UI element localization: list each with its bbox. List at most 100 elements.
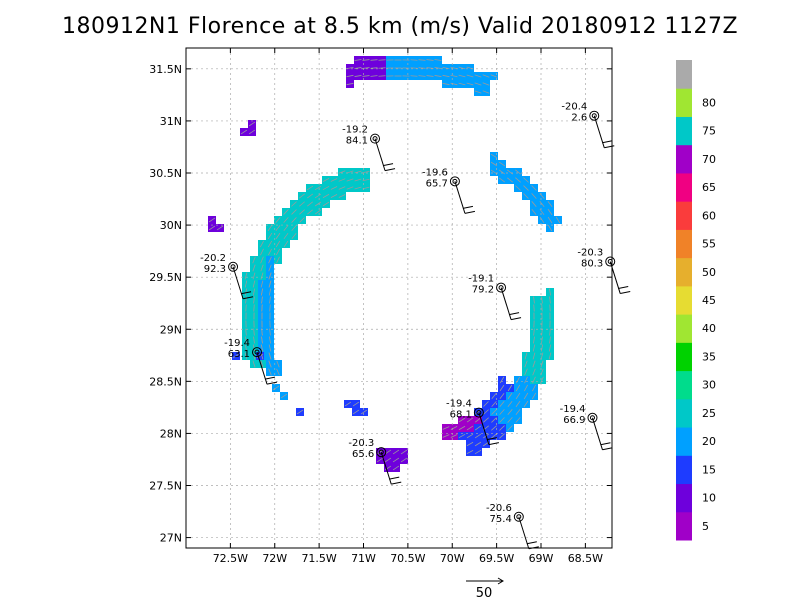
wind-arrow — [346, 74, 354, 78]
wind-arrow — [299, 201, 305, 207]
wind-arrow — [434, 59, 442, 61]
wind-arrow — [555, 216, 561, 224]
wind-arrow — [499, 392, 505, 400]
wind-arrow — [240, 129, 248, 135]
x-tick-label: 72W — [262, 552, 287, 565]
colorbar-segment — [676, 285, 692, 315]
wind-arrow — [515, 417, 521, 423]
wind-arrow — [533, 296, 535, 304]
wind-arrow — [314, 201, 322, 207]
wind-arrow — [252, 280, 256, 288]
wind-arrow — [276, 368, 280, 376]
wind-barb-flag — [602, 140, 613, 144]
wind-arrow — [523, 384, 529, 392]
colorbar-segment — [676, 511, 692, 541]
wind-arrow — [523, 193, 529, 199]
colorbar-label: 35 — [702, 350, 716, 363]
dropsonde: -19.179.2 — [468, 274, 522, 321]
dropsonde-marker-inner — [591, 113, 597, 119]
wind-arrow — [362, 59, 370, 61]
wind-arrow — [531, 201, 537, 207]
wind-arrow — [267, 240, 273, 248]
wind-arrow — [245, 288, 247, 296]
wind-speed-swath — [208, 56, 562, 472]
wind-arrow — [245, 328, 247, 336]
wind-arrow — [253, 296, 255, 304]
colorbar-label: 40 — [702, 322, 716, 335]
wind-arrow — [260, 344, 264, 352]
dropsonde: -20.365.6 — [348, 438, 402, 485]
wind-arrow — [216, 225, 224, 231]
wind-arrow — [491, 409, 497, 415]
dropsonde-marker-inner — [230, 264, 236, 270]
wind-arrow — [330, 178, 338, 182]
wind-arrow — [314, 193, 322, 199]
colorbar-segment — [676, 116, 692, 146]
dropsonde: -20.380.3 — [577, 248, 631, 295]
wind-arrow — [268, 360, 272, 368]
wind-arrow — [466, 433, 474, 439]
wind-arrow — [482, 74, 490, 78]
wind-arrow — [540, 352, 544, 360]
x-tick-label: 71W — [351, 552, 376, 565]
wind-arrow — [490, 169, 498, 175]
wind-arrow — [283, 209, 289, 215]
wind-arrow — [267, 224, 273, 232]
wind-arrow — [547, 216, 553, 224]
y-axis: 27N 27.5N 28N 28.5N 29N 29.5N 30N 30.5N 31N 31.5N — [149, 63, 612, 545]
wind-arrow — [299, 217, 305, 223]
wind-arrow — [291, 217, 297, 223]
wind-arrow — [245, 336, 247, 344]
wind-arrow — [244, 280, 248, 288]
wind-arrow — [384, 457, 392, 463]
wind-arrow — [354, 186, 362, 190]
wind-arrow — [541, 328, 543, 336]
dropsonde-marker — [252, 347, 262, 358]
wind-arrow — [540, 376, 544, 384]
wind-arrow — [466, 425, 474, 431]
wind-arrow — [474, 425, 482, 431]
reference-vector-label: 50 — [476, 586, 493, 600]
dropsonde-value-top: -19.4 — [224, 338, 250, 349]
wind-arrow — [426, 59, 434, 61]
dropsonde: -20.42.6 — [561, 102, 615, 149]
wind-arrow — [515, 177, 521, 183]
wind-barb-flag — [618, 286, 629, 290]
wind-arrow — [434, 75, 442, 77]
wind-arrow — [362, 75, 370, 77]
y-tick-label: 28N — [160, 427, 182, 440]
wind-arrow — [275, 248, 281, 256]
dropsonde-marker — [370, 133, 381, 144]
dropsonde-value-top: -19.4 — [446, 399, 472, 410]
colorbar-segment — [676, 144, 692, 174]
dropsonde-value-top: -20.4 — [561, 102, 587, 113]
x-tick-label: 69.5W — [479, 552, 514, 565]
colorbar-label: 70 — [702, 153, 716, 166]
dropsonde-value-bottom: 79.2 — [472, 285, 494, 296]
y-tick-label: 31.5N — [149, 63, 182, 76]
wind-arrow — [442, 66, 450, 70]
wind-arrow — [275, 217, 281, 223]
wind-arrow — [466, 449, 474, 455]
wind-arrow — [507, 425, 513, 431]
wind-arrow — [532, 384, 536, 392]
dropsonde-marker — [605, 256, 616, 267]
x-axis: 72.5W 72W 71.5W 71W 70.5W 70W 69.5W 69W 68.5W — [213, 48, 603, 565]
wind-arrow — [252, 272, 256, 280]
x-tick-label: 68.5W — [568, 552, 603, 565]
wind-arrow — [244, 352, 248, 360]
wind-arrow — [531, 208, 537, 216]
wind-arrow — [392, 457, 400, 463]
wind-arrow — [490, 74, 498, 78]
wind-arrow — [208, 217, 216, 223]
wind-arrow — [283, 232, 289, 240]
wind-arrow — [540, 344, 544, 352]
wind-arrow — [346, 82, 354, 86]
wind-barb-flag — [462, 205, 474, 209]
wind-arrow — [483, 417, 489, 423]
dropsonde: -19.463.1 — [224, 338, 278, 385]
wind-arrow — [260, 264, 264, 272]
colorbar-segment — [676, 370, 692, 400]
dropsonde-marker — [449, 176, 460, 187]
dropsonde-value-bottom: 65.7 — [426, 178, 448, 189]
